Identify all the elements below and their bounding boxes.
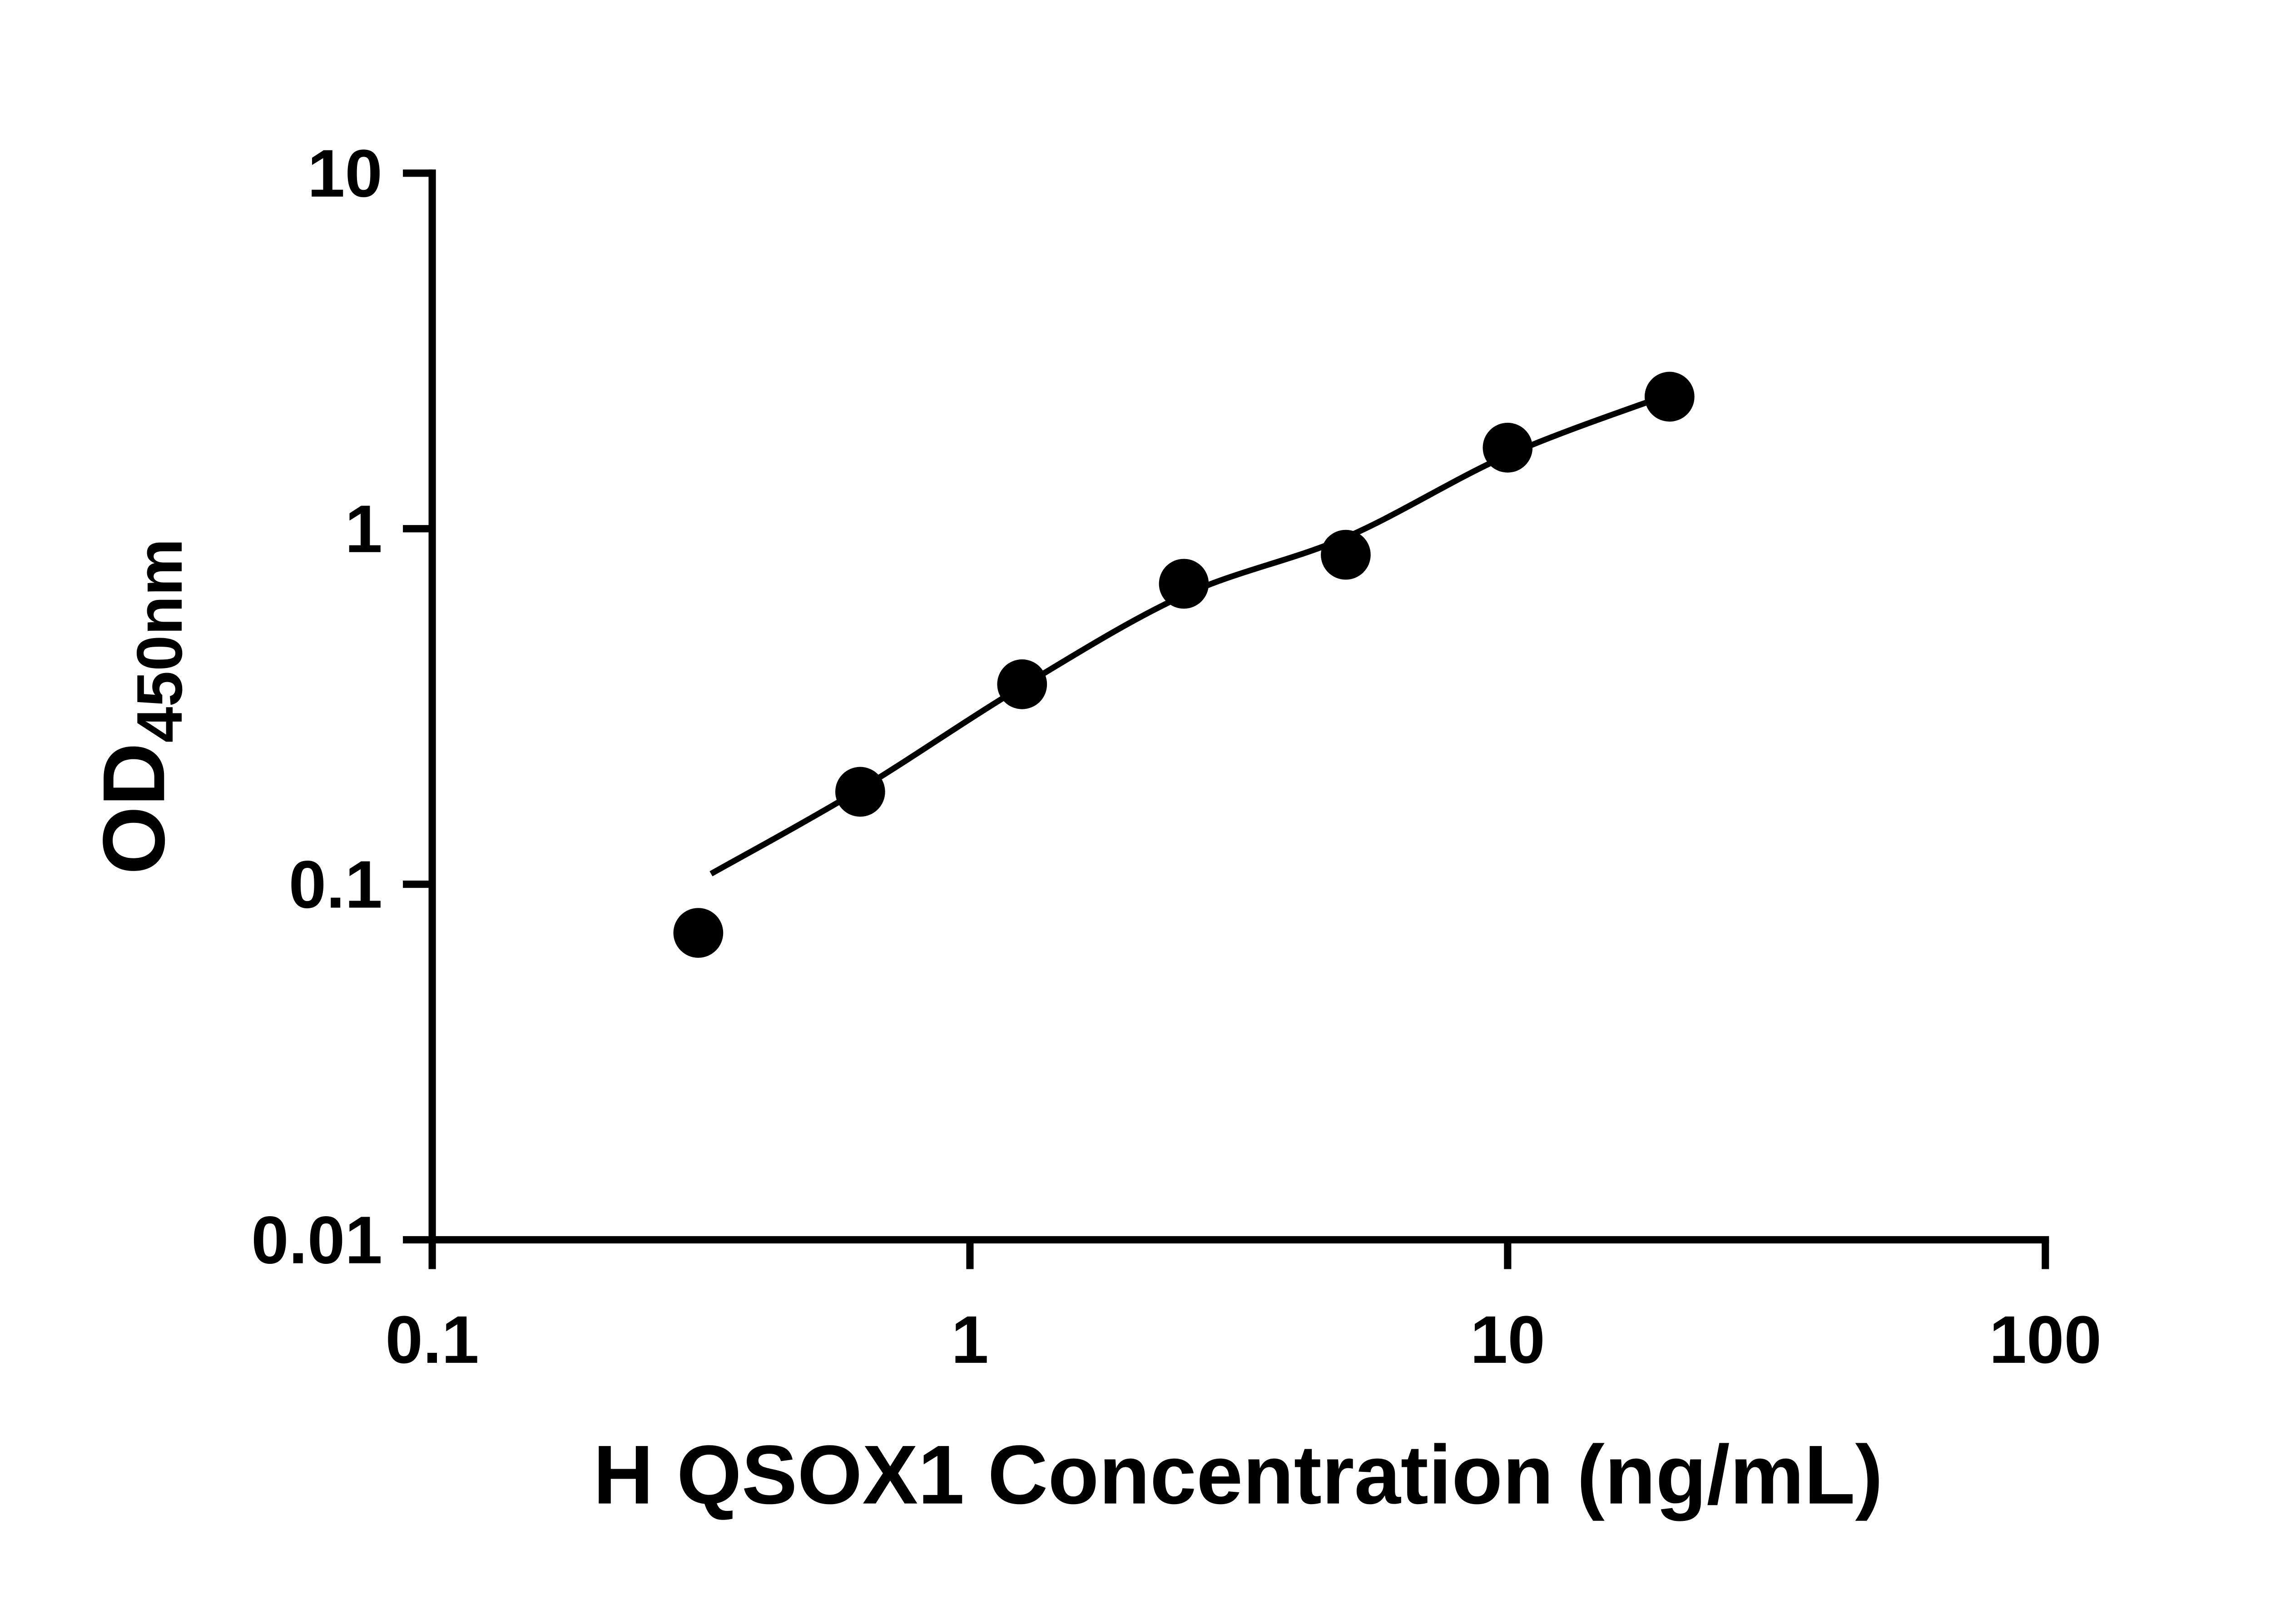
y-tick-label: 0.01 xyxy=(251,1203,382,1278)
data-point xyxy=(1159,559,1209,609)
y-axis-title-sub: 450nm xyxy=(124,539,196,743)
x-tick-label: 10 xyxy=(1470,1302,1545,1377)
x-tick-label: 1 xyxy=(951,1302,989,1377)
y-tick-label: 10 xyxy=(307,136,382,211)
x-axis-title: H QSOX1 Concentration (ng/mL) xyxy=(593,1428,1883,1521)
x-tick-label: 0.1 xyxy=(385,1302,479,1377)
y-axis-title-main: OD xyxy=(85,743,183,874)
fit-curve-line xyxy=(709,391,1671,876)
x-tick-label: 100 xyxy=(1989,1302,2102,1377)
y-tick-label: 0.1 xyxy=(289,847,382,922)
y-axis-title: OD450nm xyxy=(85,539,196,875)
y-tick-label: 1 xyxy=(345,492,382,567)
data-point xyxy=(673,908,724,958)
